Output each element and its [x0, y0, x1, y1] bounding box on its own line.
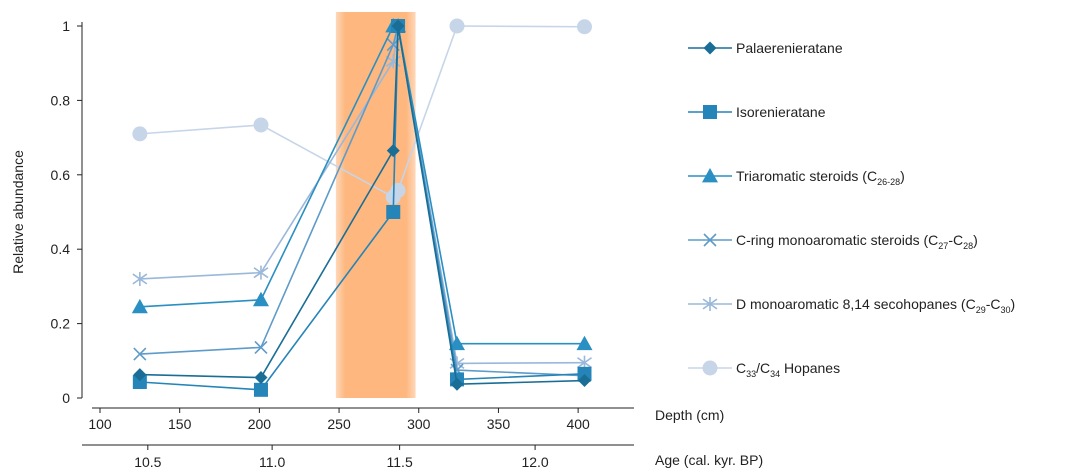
y-tick-label: 0.2	[51, 316, 71, 332]
legend-marker	[703, 233, 717, 247]
legend-marker	[703, 105, 717, 119]
legend-subscript: 29	[976, 305, 986, 315]
legend-item: C-ring monoaromatic steroids (C27-C28)	[688, 232, 978, 251]
legend-label: D monoaromatic 8,14 secohopanes (C29-C30…	[736, 296, 1015, 315]
legend-text: -C	[986, 296, 1001, 312]
x-tick-label: 350	[487, 416, 511, 432]
data-point	[253, 117, 269, 133]
legend-subscript: 27	[938, 241, 948, 251]
legend-text: D monoaromatic 8,14 secohopanes (C	[736, 296, 976, 312]
data-point	[391, 19, 405, 33]
series-line	[139, 25, 585, 377]
highlight-band	[335, 12, 416, 398]
legend-label: C-ring monoaromatic steroids (C27-C28)	[736, 232, 978, 251]
y-axis-label: Relative abundance	[10, 150, 26, 274]
age-tick-label: 11.5	[387, 454, 413, 469]
data-point	[132, 271, 148, 286]
legend-item: Triaromatic steroids (C26-28)	[688, 168, 905, 187]
legend-marker	[702, 360, 718, 376]
y-tick-label: 1	[62, 18, 70, 34]
legend-text: )	[1011, 296, 1016, 312]
data-point	[253, 382, 268, 397]
age-tick-label: 10.5	[134, 454, 161, 469]
legend-subscript: 33	[746, 369, 756, 379]
legend-text: Triaromatic steroids (C	[736, 168, 877, 184]
data-point	[386, 205, 401, 219]
legend-item: D monoaromatic 8,14 secohopanes (C29-C30…	[688, 296, 1015, 315]
legend-text: )	[900, 168, 905, 184]
data-point	[253, 265, 269, 280]
data-point	[133, 347, 147, 361]
x-tick-label: 200	[248, 416, 272, 432]
data-point	[131, 298, 148, 314]
legend-label: Triaromatic steroids (C26-28)	[736, 168, 905, 187]
legend-marker	[702, 297, 718, 311]
x-axis-label: Depth (cm)	[655, 407, 724, 423]
legend-subscript: 28	[963, 241, 973, 251]
data-point	[254, 340, 268, 354]
legend-text: Palaerenieratane	[736, 40, 843, 56]
legend-text: Isorenieratane	[736, 104, 826, 120]
x-tick-label: 300	[407, 416, 431, 432]
data-point	[578, 374, 591, 388]
series-line	[139, 25, 585, 391]
y-tick-label: 0.6	[51, 167, 71, 183]
age-tick-label: 11.0	[259, 454, 285, 469]
age-tick-label: 12.0	[521, 454, 548, 469]
legend-label: C33/C34 Hopanes	[736, 360, 840, 379]
legend-label: Isorenieratane	[736, 104, 826, 120]
legend-item: Palaerenieratane	[688, 40, 843, 56]
data-point	[133, 368, 147, 382]
data-point	[449, 335, 465, 351]
data-point	[252, 291, 269, 307]
y-tick-label: 0.4	[51, 241, 71, 257]
x-tick-label: 400	[566, 416, 590, 432]
data-point	[390, 182, 406, 198]
series-0	[133, 19, 591, 391]
data-point	[577, 366, 592, 381]
legend-item: C33/C34 Hopanes	[688, 360, 840, 379]
legend-text: C-ring monoaromatic steroids (C	[736, 232, 938, 248]
legend-subscript: 30	[1000, 305, 1010, 315]
legend-label: Palaerenieratane	[736, 40, 843, 56]
data-point	[254, 371, 268, 385]
legend-subscript: 26-28	[877, 177, 900, 187]
data-point	[450, 377, 464, 391]
legend-text: Hopanes	[780, 360, 840, 376]
legend-marker	[702, 168, 718, 183]
y-tick-label: 0	[62, 390, 70, 406]
legend-item: Isorenieratane	[688, 104, 826, 120]
x-tick-label: 150	[168, 416, 192, 432]
data-point	[132, 375, 147, 390]
data-point	[386, 144, 400, 158]
series-line	[139, 25, 585, 386]
legend-subscript: 34	[770, 369, 780, 379]
legend-text: -C	[948, 232, 963, 248]
legend-text: C	[736, 360, 746, 376]
data-point	[576, 335, 593, 351]
series-line	[139, 25, 585, 365]
legend-marker	[703, 41, 717, 55]
age-axis-label: Age (cal. kyr. BP)	[655, 452, 763, 468]
data-point	[132, 126, 148, 142]
x-tick-label: 100	[88, 416, 112, 432]
data-point	[577, 19, 592, 35]
x-tick-label: 250	[327, 416, 351, 432]
legend-text: )	[973, 232, 978, 248]
y-tick-label: 0.8	[51, 92, 71, 108]
legend-text: /C	[756, 360, 770, 376]
data-point	[449, 18, 465, 34]
